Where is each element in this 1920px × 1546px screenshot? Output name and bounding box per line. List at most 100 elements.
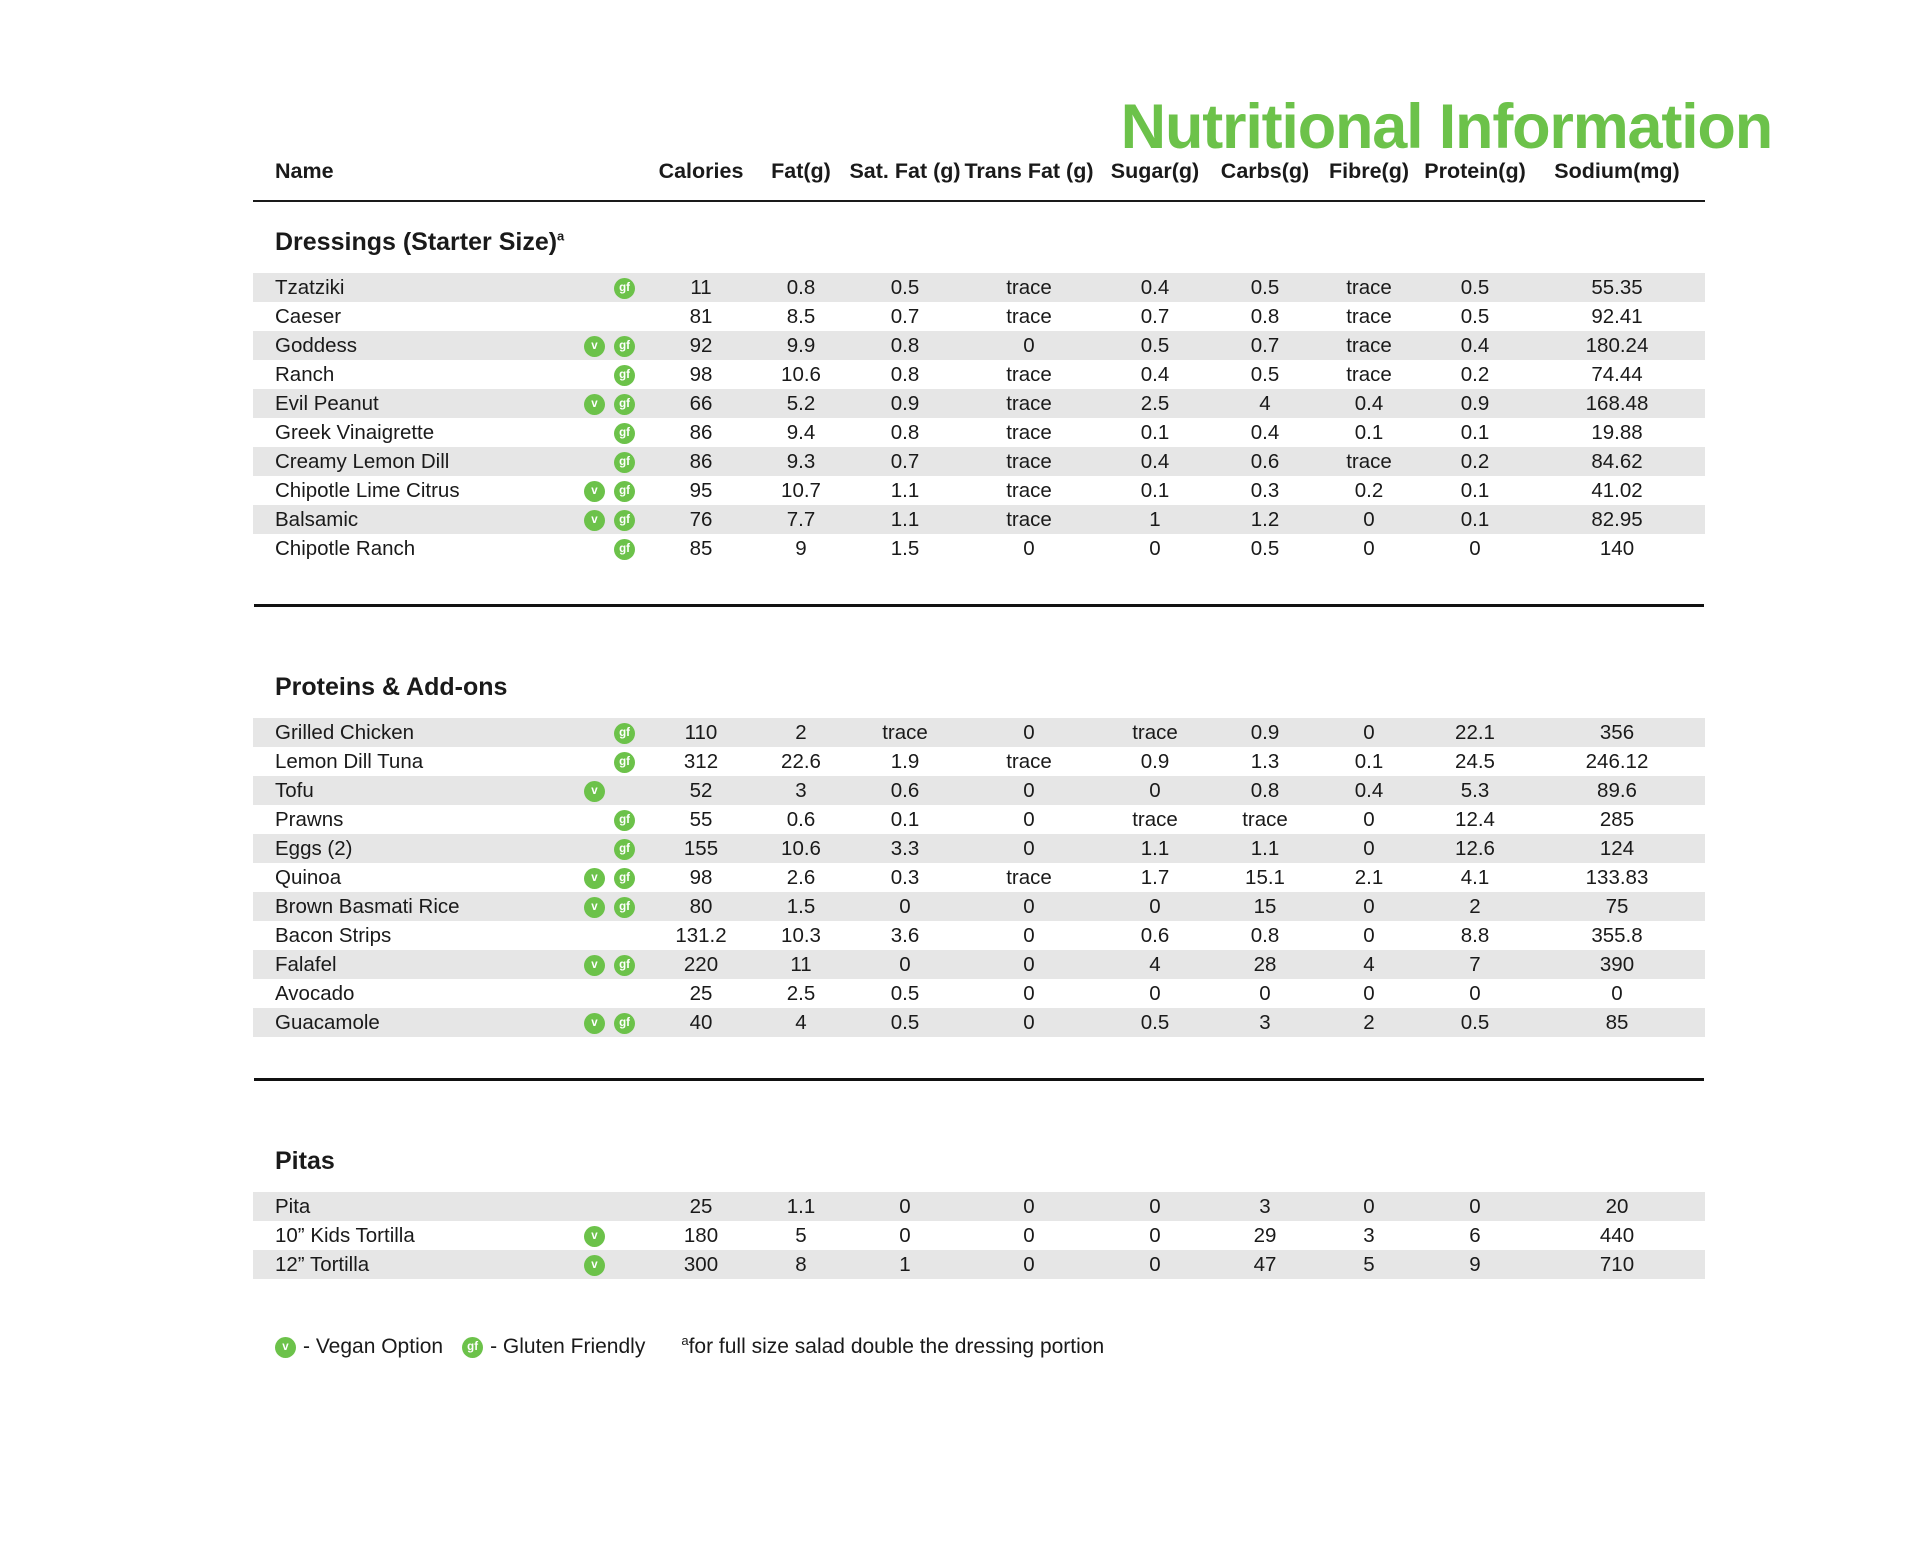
cell-sodium: 246.12 (1585, 749, 1649, 773)
cell-protein: 0.1 (1460, 420, 1490, 444)
cell-sat-fat: 1 (849, 1250, 961, 1279)
table-row: Evil Peanut v gf 66 5.2 0.9 trace 2.5 4 0.4 0.9 168… (253, 389, 1705, 418)
gluten-friendly-badge-icon: gf (614, 451, 635, 473)
cell-carbs: 4 (1213, 389, 1317, 418)
cell-sugar: trace (1097, 718, 1213, 747)
item-badges: vgf (553, 360, 649, 389)
cell-protein: 7 (1421, 950, 1529, 979)
cell-fibre: trace (1346, 362, 1392, 386)
cell-trans-fat: 0 (1023, 807, 1035, 831)
cell-sugar: 1.7 (1140, 865, 1170, 889)
cell-fat: 10.6 (753, 834, 849, 863)
cell-fat: 11 (753, 950, 849, 979)
cell-trans-fat: trace (1006, 420, 1052, 444)
cell-sat-fat: 1.1 (890, 478, 920, 502)
vegan-badge-icon: v (275, 1336, 296, 1358)
cell-carbs: 0.6 (1213, 447, 1317, 476)
cell-fibre: 0 (1317, 834, 1421, 863)
vegan-badge-icon: v (584, 780, 605, 802)
gluten-friendly-badge-icon: gf (614, 480, 635, 502)
cell-protein: 4.1 (1460, 865, 1490, 889)
vegan-badge-icon: v (584, 423, 605, 444)
item-badges: vgf (553, 1221, 649, 1250)
cell-carbs: 29 (1253, 1223, 1277, 1247)
cell-calories: 180 (683, 1223, 719, 1247)
item-name: 12” Tortilla (253, 1250, 553, 1279)
vegan-badge-icon: v (584, 365, 605, 386)
cell-sodium: 74.44 (1591, 362, 1643, 386)
section-heading-superscript: a (557, 228, 565, 244)
cell-fibre: 2.1 (1354, 865, 1384, 889)
item-name: Tzatziki (253, 273, 553, 302)
cell-protein: 12.6 (1421, 834, 1529, 863)
cell-sat-fat: 0.8 (890, 362, 920, 386)
cell-sodium: 140 (1599, 536, 1635, 560)
cell-sodium: 89.6 (1529, 776, 1705, 805)
cell-fat: 5.2 (753, 389, 849, 418)
table-row: 12” Tortillavgf30081004759710 (253, 1250, 1705, 1279)
cell-trans-fat: 0 (1023, 536, 1035, 560)
cell-sat-fat: 0.5 (849, 273, 961, 302)
cell-fibre: 2 (1317, 1008, 1421, 1037)
item-badges: vgf (553, 418, 649, 447)
item-badges: vgf (553, 747, 649, 776)
column-header-calories: Calories (649, 159, 753, 202)
cell-protein: 2 (1421, 892, 1529, 921)
table-row: Greek Vinaigrette vgf 86 9.4 0.8 trace 0.1 0.4 0… (253, 418, 1705, 447)
cell-calories: 131.2 (675, 923, 727, 947)
cell-trans-fat: trace (1006, 749, 1052, 773)
item-badges: vgf (553, 979, 649, 1008)
legend: v - Vegan Option gf - Gluten Friendly af… (215, 1334, 1705, 1359)
cell-trans-fat: trace (961, 389, 1097, 418)
cell-sat-fat: 0.7 (849, 447, 961, 476)
cell-fat: 2 (753, 718, 849, 747)
vegan-badge-icon: v (584, 984, 605, 1005)
cell-calories: 92 (649, 331, 753, 360)
vegan-badge-icon: v (584, 452, 605, 473)
cell-fat: 9.9 (753, 331, 849, 360)
cell-fat: 9.3 (753, 447, 849, 476)
cell-fat: 9.4 (786, 420, 816, 444)
item-badges: vgf (553, 447, 649, 476)
column-header-fibre: Fibre(g) (1317, 159, 1421, 202)
cell-calories: 312 (683, 749, 719, 773)
cell-protein: 0 (1421, 1192, 1529, 1221)
gluten-friendly-badge-icon: gf (614, 364, 635, 386)
cell-protein: 24.5 (1455, 749, 1495, 773)
cell-sugar: 4 (1097, 950, 1213, 979)
cell-fibre: 0.4 (1317, 776, 1421, 805)
cell-sugar: 0 (1097, 1250, 1213, 1279)
vegan-badge-icon: v (584, 393, 605, 415)
cell-protein: 0.5 (1421, 273, 1529, 302)
cell-protein: 0 (1469, 981, 1481, 1005)
item-name: 10” Kids Tortilla (275, 1223, 415, 1247)
item-name: Creamy Lemon Dill (253, 447, 553, 476)
footnote-text: for full size salad double the dressing … (688, 1335, 1105, 1358)
cell-protein: 0.4 (1421, 331, 1529, 360)
section-heading: Pitas (275, 1147, 335, 1175)
cell-calories: 25 (649, 1192, 753, 1221)
nutrition-table-container: Name Calories Fat(g) Sat. Fat (g) Trans … (215, 159, 1705, 1279)
column-header-sat-fat: Sat. Fat (g) (849, 159, 961, 202)
cell-sat-fat: 3.6 (890, 923, 920, 947)
table-row: Lemon Dill Tuna vgf 312 22.6 1.9 trace 0.9 1.3 0… (253, 747, 1705, 776)
cell-sodium: 41.02 (1591, 478, 1643, 502)
cell-carbs: 0.8 (1213, 776, 1317, 805)
cell-sugar: 0.1 (1140, 478, 1170, 502)
cell-fat: 9 (795, 536, 807, 560)
cell-trans-fat: 0 (961, 1008, 1097, 1037)
cell-fibre: 3 (1363, 1223, 1375, 1247)
cell-trans-fat: 0 (1023, 1223, 1035, 1247)
cell-fat: 22.6 (781, 749, 821, 773)
cell-sugar: 0.1 (1140, 420, 1170, 444)
cell-sodium: 133.83 (1585, 865, 1649, 889)
item-name: Bacon Strips (275, 923, 392, 947)
cell-protein: 6 (1469, 1223, 1481, 1247)
cell-sat-fat: 1.5 (890, 536, 920, 560)
vegan-badge-icon: v (584, 335, 605, 357)
